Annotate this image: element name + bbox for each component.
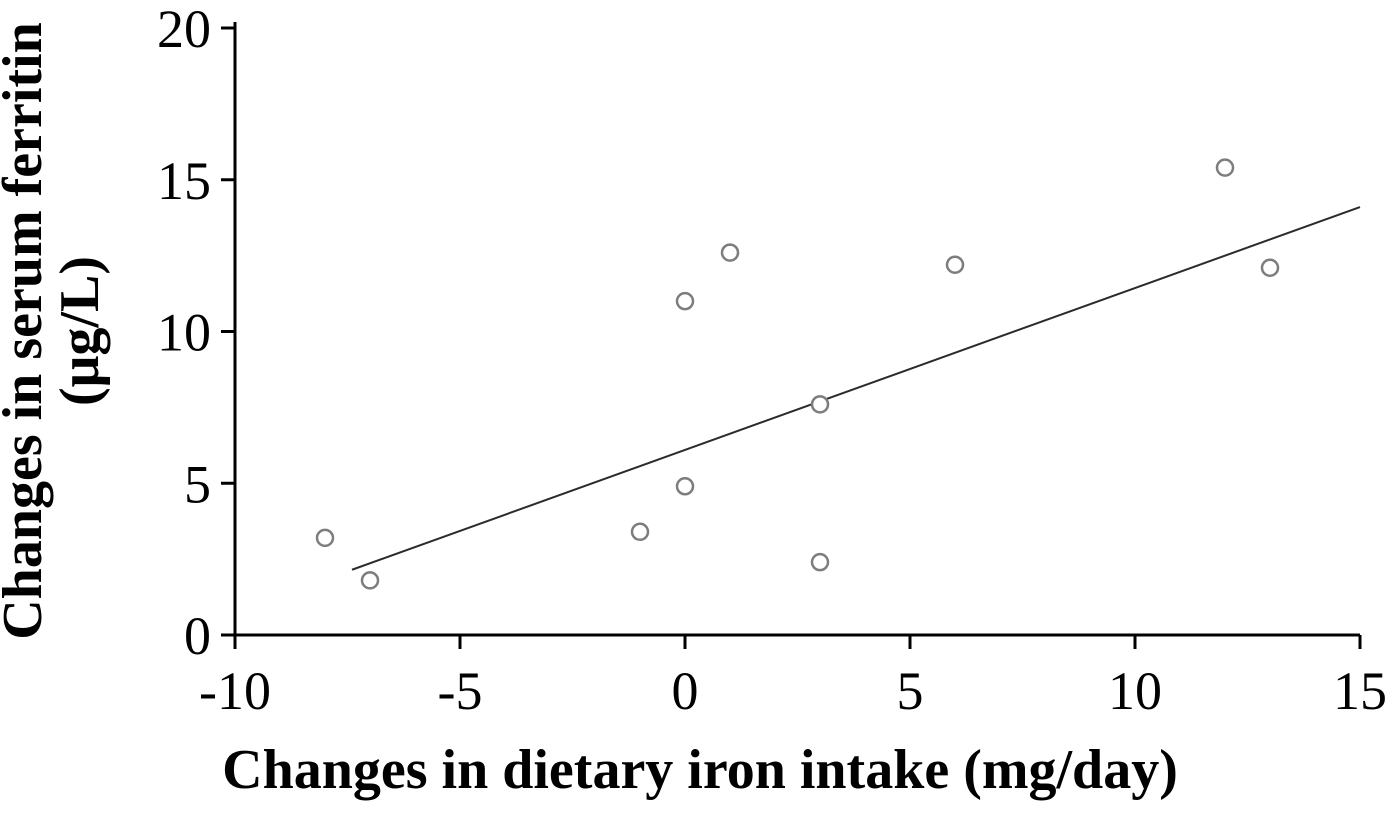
- data-point: [945, 255, 965, 274]
- y-axis-title: Changes in serum ferritin (μg/L): [0, 22, 111, 640]
- data-point: [360, 571, 380, 590]
- y-tick-label: 15: [157, 151, 211, 211]
- y-axis-title-line2: (μg/L): [49, 256, 111, 406]
- x-tick-label: -5: [438, 661, 483, 721]
- x-axis-title: Changes in dietary iron intake (mg/day): [222, 739, 1178, 801]
- data-point: [720, 243, 740, 262]
- y-axis-title-line1: Changes in serum ferritin: [0, 22, 54, 640]
- x-tick-label: -10: [199, 661, 271, 721]
- data-point: [675, 477, 695, 496]
- y-tick-label: 0: [184, 606, 211, 666]
- x-tick-label: 5: [897, 661, 924, 721]
- data-point: [810, 395, 830, 414]
- y-tick-label: 10: [157, 303, 211, 363]
- trend-line: [351, 206, 1361, 571]
- data-point: [630, 522, 650, 542]
- data-point: [675, 291, 695, 311]
- y-tick-label: 20: [157, 0, 211, 59]
- data-point: [810, 552, 830, 572]
- data-point: [1260, 258, 1280, 278]
- x-tick-label: 0: [672, 661, 699, 721]
- x-tick-label: 10: [1108, 661, 1162, 721]
- data-point: [315, 528, 335, 548]
- data-point: [1215, 158, 1235, 177]
- y-tick-label: 5: [184, 454, 211, 514]
- x-tick-label: 15: [1333, 661, 1387, 721]
